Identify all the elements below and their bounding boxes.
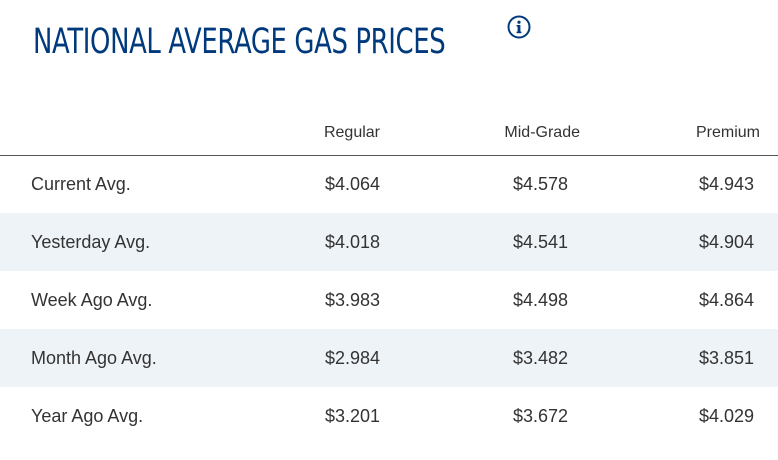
row-label: Week Ago Avg. [31,289,153,310]
price-regular: $3.201 [324,405,380,426]
price-regular: $4.064 [324,173,380,194]
price-mid-grade: $4.541 [380,213,580,271]
gas-prices-table: Regular Mid-Grade Premium Current Avg. $… [0,112,778,445]
table-row: Month Ago Avg. $2.984 $3.482 $3.851 [0,329,778,387]
price-premium: $4.904 [580,213,778,271]
header-label-blank [0,112,276,156]
price-mid-grade: $3.482 [380,329,580,387]
price-mid-grade: $3.672 [512,405,568,426]
price-premium: $4.029 [698,405,754,426]
price-mid-grade: $4.498 [512,289,568,310]
row-label: Yesterday Avg. [0,213,276,271]
row-label: Year Ago Avg. [31,405,144,426]
title-row: NATIONAL AVERAGE GAS PRICES [33,14,590,70]
row-label: Current Avg. [31,173,131,194]
price-regular: $2.984 [276,329,380,387]
table-row: Yesterday Avg. $4.018 $4.541 $4.904 [0,213,778,271]
header-regular: Regular [276,112,380,156]
table-row: Year Ago Avg. $3.201 $3.672 $4.029 [0,387,778,445]
price-mid-grade: $4.578 [512,173,568,194]
header-premium: Premium [580,112,778,156]
page-title: NATIONAL AVERAGE GAS PRICES [33,22,446,62]
price-regular: $4.018 [276,213,380,271]
price-premium: $3.851 [580,329,778,387]
info-icon[interactable] [507,15,531,39]
header-mid-grade: Mid-Grade [380,112,580,156]
row-label: Month Ago Avg. [0,329,276,387]
price-premium: $4.943 [698,173,754,194]
table-row: Week Ago Avg. $3.983 $4.498 $4.864 [0,271,778,329]
price-regular: $3.983 [324,289,380,310]
table-row: Current Avg. $4.064 $4.578 $4.943 [0,155,778,213]
table-header-row: Regular Mid-Grade Premium [0,112,778,156]
price-premium: $4.864 [698,289,754,310]
